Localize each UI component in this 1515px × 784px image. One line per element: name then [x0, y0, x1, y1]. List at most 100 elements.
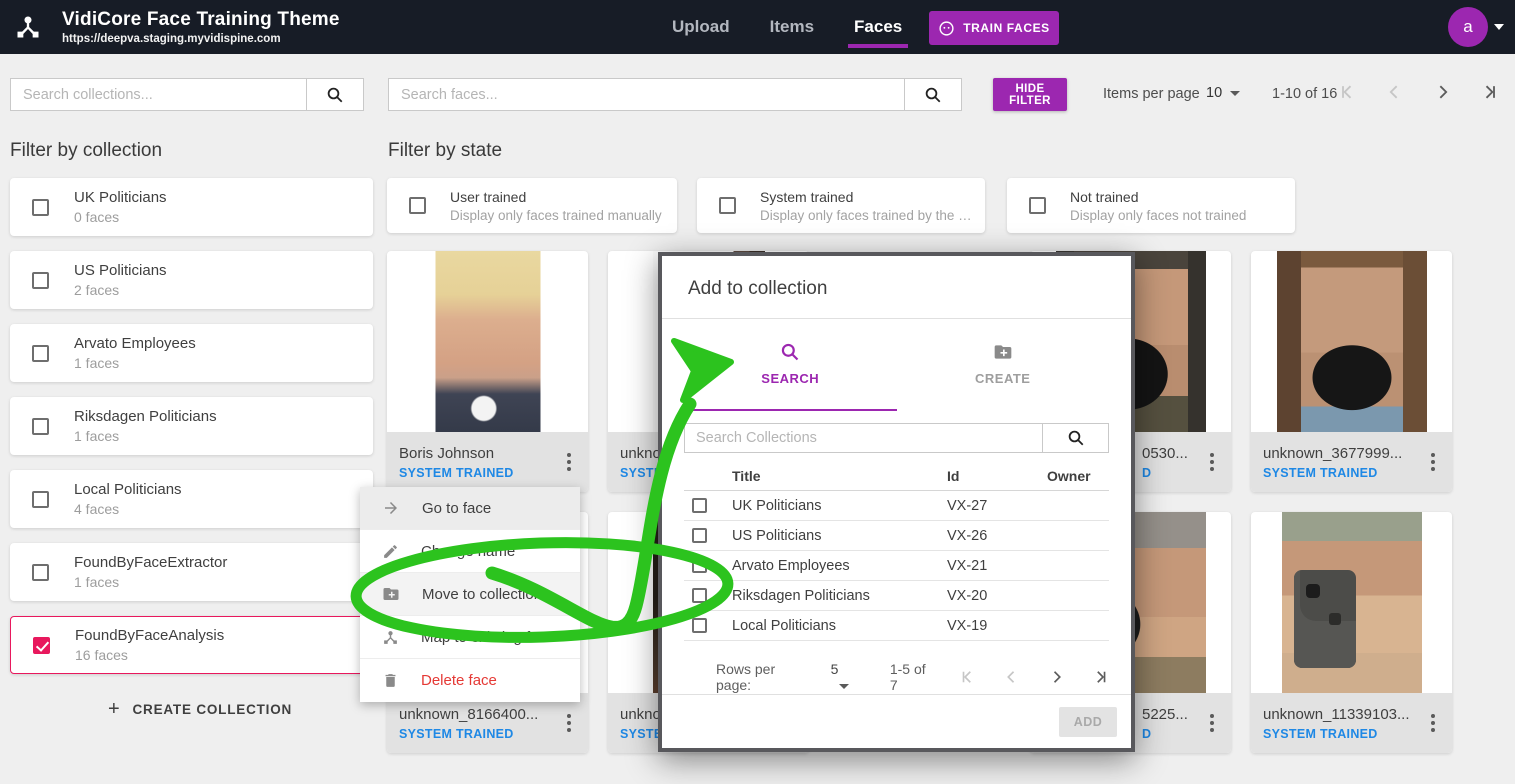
face-card-boris-johnson[interactable]: Boris Johnson SYSTEM TRAINED — [387, 251, 588, 492]
modal-search-input[interactable] — [685, 424, 1042, 452]
create-collection-button[interactable]: + CREATE COLLECTION — [108, 698, 292, 721]
face-card-unknown-3677999[interactable]: unknown_3677999... SYSTEM TRAINED — [1251, 251, 1452, 492]
collection-count: 1 faces — [74, 428, 120, 444]
table-row[interactable]: Local Politicians VX-19 — [684, 611, 1109, 641]
collection-item-riksdagen-politicians[interactable]: Riksdagen Politicians 1 faces — [10, 397, 373, 455]
last-page-icon[interactable] — [1479, 82, 1499, 102]
add-to-collection-modal: Add to collection SEARCH CREATE Title Id… — [658, 252, 1135, 752]
checkbox[interactable] — [692, 528, 707, 543]
next-page-icon[interactable] — [1047, 667, 1065, 687]
first-page-icon[interactable] — [959, 667, 977, 687]
column-title: Title — [732, 467, 761, 484]
rows-per-page-select[interactable]: 5 — [831, 661, 854, 693]
nav-faces[interactable]: Faces — [848, 17, 909, 48]
collection-item-us-politicians[interactable]: US Politicians 2 faces — [10, 251, 373, 309]
prev-page-icon[interactable] — [1003, 667, 1021, 687]
kebab-menu-icon[interactable] — [554, 708, 584, 738]
kebab-menu-icon[interactable] — [1197, 447, 1227, 477]
face-status-badge: SYSTEM TRAINED — [399, 726, 514, 741]
add-button-disabled[interactable]: ADD — [1059, 706, 1117, 737]
checkbox[interactable] — [692, 618, 707, 633]
items-per-page-value: 10 — [1206, 85, 1223, 101]
kebab-menu-icon[interactable] — [1418, 708, 1448, 738]
face-card-unknown-11339103[interactable]: unknown_11339103... SYSTEM TRAINED — [1251, 512, 1452, 753]
modal-footer: ADD — [662, 694, 1131, 748]
checkbox[interactable] — [32, 198, 49, 216]
kebab-menu-icon[interactable] — [1197, 708, 1227, 738]
face-name: unknown_3677999... — [1263, 444, 1403, 462]
checkbox[interactable] — [32, 417, 49, 435]
nav-upload[interactable]: Upload — [672, 17, 730, 36]
menu-item-move-to-collection[interactable]: Move to collection — [360, 573, 580, 616]
checkbox[interactable] — [32, 271, 49, 289]
menu-item-map-to-existing-face[interactable]: Map to existing face — [360, 616, 580, 659]
row-id: VX-19 — [947, 617, 988, 634]
collection-title: FoundByFaceExtractor — [74, 554, 228, 571]
tab-search[interactable]: SEARCH — [684, 319, 897, 411]
train-faces-button[interactable]: TRAIN FACES — [929, 11, 1059, 45]
row-title: Riksdagen Politicians — [732, 587, 870, 604]
row-title: Local Politicians — [732, 617, 836, 634]
table-row[interactable]: US Politicians VX-26 — [684, 521, 1109, 551]
checkbox[interactable] — [692, 588, 707, 603]
state-filter-not-trained[interactable]: Not trained Display only faces not train… — [1007, 178, 1295, 233]
items-per-page-select[interactable]: 10 — [1206, 85, 1241, 101]
checkbox[interactable] — [32, 490, 49, 508]
app-title: VidiCore Face Training Theme — [62, 9, 340, 30]
next-page-icon[interactable] — [1432, 82, 1452, 102]
state-title: Not trained — [1070, 188, 1139, 205]
collection-item-local-politicians[interactable]: Local Politicians 4 faces — [10, 470, 373, 528]
kebab-menu-icon[interactable] — [554, 447, 584, 477]
checkbox[interactable] — [1029, 197, 1046, 214]
checkbox[interactable] — [692, 558, 707, 573]
search-faces-button[interactable] — [904, 79, 961, 110]
prev-page-icon[interactable] — [1385, 82, 1405, 102]
nav-items[interactable]: Items — [769, 17, 815, 36]
avatar[interactable]: a — [1448, 7, 1488, 47]
main-nav: Upload Items Faces — [672, 0, 909, 54]
collection-title: US Politicians — [74, 262, 167, 279]
collection-count: 1 faces — [74, 355, 120, 371]
menu-item-delete-face[interactable]: Delete face — [360, 659, 580, 702]
collection-title: UK Politicians — [74, 189, 167, 206]
collection-item-uk-politicians[interactable]: UK Politicians 0 faces — [10, 178, 373, 236]
collection-count: 4 faces — [74, 501, 120, 517]
face-status-badge: SYSTEM TRAINED — [1263, 726, 1378, 741]
checkbox[interactable] — [32, 563, 49, 581]
collection-item-foundbyfaceextractor[interactable]: FoundByFaceExtractor 1 faces — [10, 543, 373, 601]
row-title: UK Politicians — [732, 497, 822, 514]
search-collections-button[interactable] — [306, 79, 363, 110]
last-page-icon[interactable] — [1091, 667, 1109, 687]
rows-per-page-value: 5 — [830, 661, 839, 677]
first-page-icon[interactable] — [1338, 82, 1358, 102]
collection-item-foundbyfaceanalysis[interactable]: FoundByFaceAnalysis 16 faces — [10, 616, 373, 674]
state-filter-system-trained[interactable]: System trained Display only faces traine… — [697, 178, 985, 233]
search-collections-input[interactable] — [11, 79, 306, 110]
tab-create[interactable]: CREATE — [897, 319, 1110, 411]
state-filter-user-trained[interactable]: User trained Display only faces trained … — [387, 178, 677, 233]
column-id: Id — [947, 467, 960, 484]
modal-tabs: SEARCH CREATE — [684, 319, 1109, 411]
menu-item-go-to-face[interactable]: Go to face — [360, 487, 580, 530]
table-row[interactable]: Arvato Employees VX-21 — [684, 551, 1109, 581]
collection-count: 2 faces — [74, 282, 120, 298]
checkbox[interactable] — [409, 197, 426, 214]
checkbox-checked[interactable] — [33, 636, 50, 654]
menu-item-change-name[interactable]: Change name — [360, 530, 580, 573]
collection-item-arvato-employees[interactable]: Arvato Employees 1 faces — [10, 324, 373, 382]
checkbox[interactable] — [32, 344, 49, 362]
pagination-range: 1-10 of 16 — [1272, 86, 1338, 102]
pagination-controls — [1338, 82, 1499, 102]
hide-filter-button[interactable]: HIDE FILTER — [993, 78, 1067, 111]
checkbox[interactable] — [692, 498, 707, 513]
row-id: VX-21 — [947, 557, 988, 574]
checkbox[interactable] — [719, 197, 736, 214]
rows-per-page-label: Rows per page: — [716, 661, 776, 693]
collection-title: Riksdagen Politicians — [74, 408, 217, 425]
search-faces-input[interactable] — [389, 79, 904, 110]
modal-search-button[interactable] — [1042, 424, 1108, 452]
avatar-menu-caret-icon[interactable] — [1494, 24, 1504, 30]
kebab-menu-icon[interactable] — [1418, 447, 1448, 477]
table-row[interactable]: UK Politicians VX-27 — [684, 491, 1109, 521]
table-row[interactable]: Riksdagen Politicians VX-20 — [684, 581, 1109, 611]
